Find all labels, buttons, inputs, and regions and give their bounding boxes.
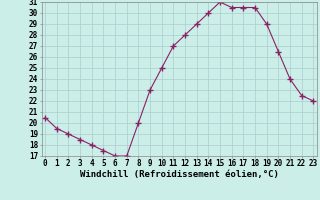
X-axis label: Windchill (Refroidissement éolien,°C): Windchill (Refroidissement éolien,°C) (80, 170, 279, 179)
